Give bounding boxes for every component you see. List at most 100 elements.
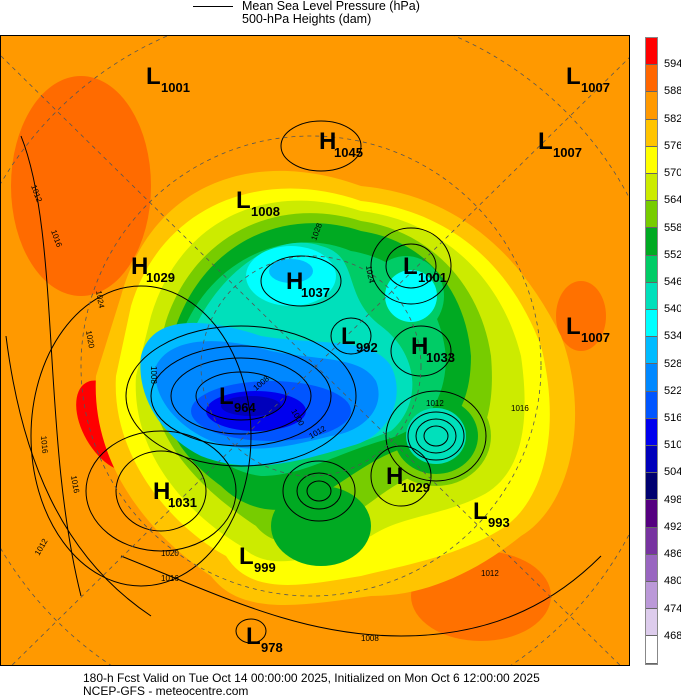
high-pressure-label: H (386, 463, 403, 490)
colorbar-segment (646, 337, 657, 365)
colorbar-label: 498 (664, 493, 681, 506)
high-pressure-label: H (153, 478, 170, 505)
isobar-label: 1020 (161, 549, 179, 558)
pressure-value: 1037 (301, 285, 330, 300)
isobar (385, 390, 487, 482)
height-field (11, 76, 606, 641)
isobar (85, 430, 237, 552)
isobar (150, 345, 332, 447)
isobar-label: 1016 (161, 574, 179, 583)
isobar (280, 120, 362, 172)
meridian (11, 57, 629, 665)
low-pressure-label: L (246, 623, 261, 650)
isobar (385, 243, 437, 289)
colorbar-label: 588 (664, 85, 681, 98)
latitude-circle (80, 135, 542, 597)
map-legend: Mean Sea Level Pressure (hPa) 500-hPa He… (0, 0, 681, 34)
colorbar-segment (646, 582, 657, 610)
isobar-label: 1016 (511, 404, 529, 413)
field-552-south (271, 486, 371, 566)
field-588-east (556, 281, 606, 351)
legend-heights-label: 500-hPa Heights (dam) (242, 12, 372, 26)
colorbar-segment (646, 554, 657, 583)
colorbar-segment (646, 446, 657, 474)
high-pressure-label: H (131, 253, 148, 280)
legend-mslp-label: Mean Sea Level Pressure (hPa) (242, 0, 420, 13)
colorbar-label: 594 (664, 58, 681, 71)
colorbar-segment (646, 609, 657, 637)
isobar (390, 325, 452, 377)
isobar (330, 317, 372, 355)
colorbar-label: 558 (664, 221, 681, 234)
isobar (120, 555, 602, 637)
colorbar-segment (646, 255, 657, 283)
pressure-value: 978 (261, 640, 283, 655)
latitude-circle (200, 255, 422, 477)
colorbar-segment (646, 146, 657, 175)
pressure-value: 1029 (401, 480, 430, 495)
isobar (30, 285, 252, 587)
colorbar-label: 540 (664, 303, 681, 316)
pressure-value: 1031 (168, 495, 197, 510)
colorbar-label: 528 (664, 357, 681, 370)
forecast-valid-text: 180-h Fcst Valid on Tue Oct 14 00:00:00 … (83, 671, 540, 685)
isobar-label: 1016 (39, 435, 50, 454)
colorbar (645, 37, 658, 665)
pressure-value: 1033 (426, 350, 455, 365)
isobar-label: 1016 (69, 475, 81, 495)
low-pressure-label: L (341, 323, 356, 350)
isobar (415, 418, 457, 454)
colorbar-label: 534 (664, 330, 681, 343)
pressure-value: 964 (234, 400, 256, 415)
colorbar-segment (646, 391, 657, 419)
isobar-label: 1012 (426, 399, 444, 408)
pressure-value: 1008 (251, 204, 280, 219)
colorbar-segment (646, 174, 657, 202)
colorbar-label: 522 (664, 384, 681, 397)
low-pressure-label: L (566, 63, 581, 90)
colorbar-segment (646, 38, 657, 66)
colorbar-segment (646, 201, 657, 229)
isobar-labels: 1012 1016 1024 1020 1016 1008 1016 1012 1020 1016… (29, 184, 529, 643)
low-pressure-label: L (473, 498, 488, 525)
colorbar-label: 504 (664, 466, 681, 479)
field-588-west (11, 76, 151, 296)
pressure-value: 1007 (581, 80, 610, 95)
isobar (296, 472, 342, 510)
isobar-line-sample (193, 6, 233, 7)
low-pressure-label: L (146, 63, 161, 90)
colorbar-label: 570 (664, 167, 681, 180)
pressure-value: 1007 (553, 145, 582, 160)
isobar (306, 480, 332, 502)
colorbar-segment (646, 92, 657, 120)
isobar-label: 1024 (364, 265, 376, 285)
isobar (125, 325, 357, 467)
colorbar-label: 582 (664, 112, 681, 125)
isobar-label: 1008 (361, 634, 379, 643)
pressure-value: 1007 (581, 330, 610, 345)
isobar-label: 1008 (149, 366, 158, 384)
colorbar-segment (646, 310, 657, 338)
pressure-value: 1001 (418, 270, 447, 285)
field-534-ne (385, 270, 437, 322)
colorbar-label: 510 (664, 439, 681, 452)
high-pressure-label: H (319, 128, 336, 155)
pressure-value: 1029 (146, 270, 175, 285)
colorbar-segment (646, 500, 657, 528)
field-528-north (269, 259, 313, 283)
pressure-value: 1001 (161, 80, 190, 95)
isobar (115, 450, 207, 532)
isobar (235, 618, 267, 644)
high-pressure-label: H (286, 268, 303, 295)
isobar (407, 411, 465, 461)
low-pressure-label: L (403, 253, 418, 280)
isobar (282, 460, 356, 522)
colorbar-label: 492 (664, 520, 681, 533)
colorbar-segment (646, 636, 657, 664)
weather-map: 1012 1016 1024 1020 1016 1008 1016 1012 1020 1016… (0, 35, 630, 666)
low-pressure-label: L (236, 187, 251, 214)
isobar-label: 1020 (84, 330, 96, 350)
colorbar-label: 486 (664, 548, 681, 561)
isobar (260, 255, 342, 307)
colorbar-label: 474 (664, 602, 681, 615)
